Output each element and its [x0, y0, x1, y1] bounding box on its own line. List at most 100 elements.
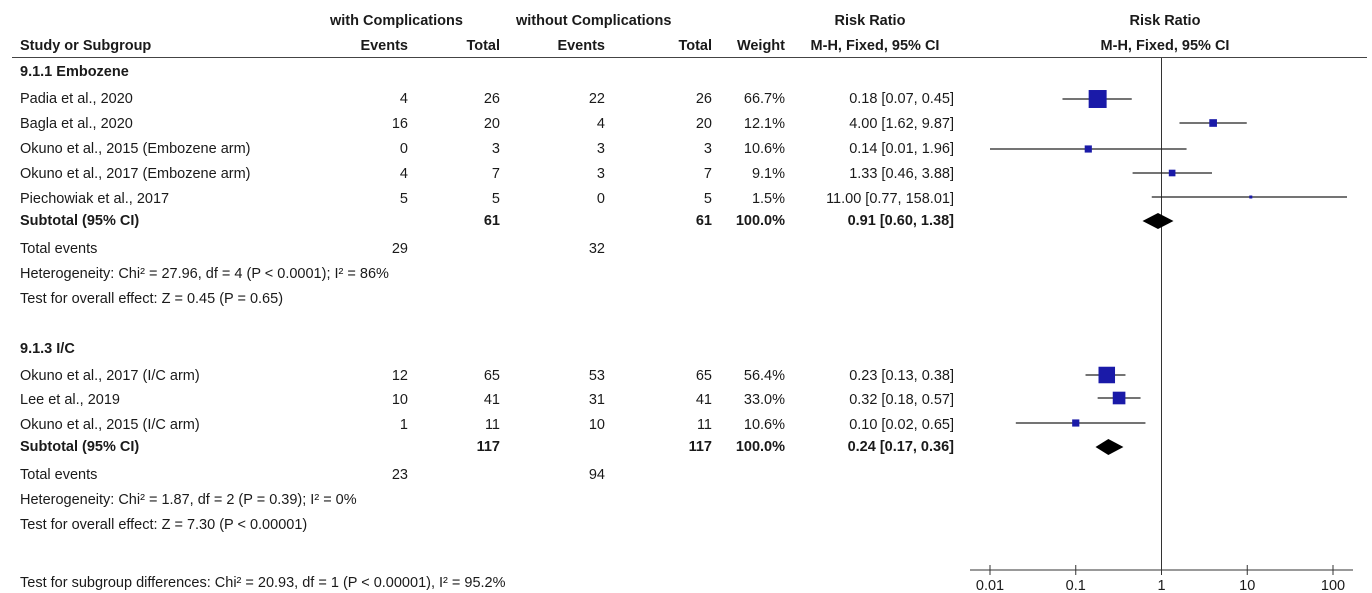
header-risk-ratio-plot: Risk Ratio [1129, 13, 1201, 29]
risk-ratio-ci: 0.14 [0.01, 1.96] [849, 141, 954, 157]
study-name: Okuno et al., 2015 (I/C arm) [20, 417, 200, 433]
risk-ratio-ci: 0.18 [0.07, 0.45] [849, 91, 954, 107]
total-events-a: 29 [391, 241, 408, 257]
study-name: Piechowiak et al., 2017 [20, 191, 170, 207]
header-method-plot: M-H, Fixed, 95% CI [1100, 38, 1230, 54]
total-b: 20 [695, 116, 712, 132]
study-name: Padia et al., 2020 [20, 91, 133, 107]
events-a: 12 [391, 368, 408, 384]
total-b: 26 [695, 91, 712, 107]
events-a: 1 [399, 417, 408, 433]
subtotal-diamond [1095, 439, 1124, 455]
total-events-label: Total events [20, 241, 98, 257]
total-a: 5 [491, 191, 500, 207]
risk-ratio-ci: 0.23 [0.13, 0.38] [849, 368, 954, 384]
total-b: 41 [695, 392, 712, 408]
header-weight: Weight [736, 38, 785, 54]
total-a: 3 [491, 141, 500, 157]
weight: 33.0% [743, 392, 785, 408]
events-a: 5 [399, 191, 408, 207]
total-b: 3 [703, 141, 712, 157]
events-a: 4 [399, 166, 408, 182]
subtotal-diamond [1142, 213, 1174, 229]
weight: 12.1% [743, 116, 785, 132]
events-b: 22 [588, 91, 605, 107]
risk-ratio-ci: 11.00 [0.77, 158.01] [826, 191, 954, 207]
study-name: Okuno et al., 2015 (Embozene arm) [20, 141, 251, 157]
total-events-label: Total events [20, 467, 98, 483]
effect-marker [1084, 145, 1092, 153]
events-b: 0 [596, 191, 605, 207]
subtotal-ci: 0.24 [0.17, 0.36] [847, 439, 954, 455]
subgroup-differences-text: Test for subgroup differences: Chi² = 20… [20, 575, 506, 591]
events-b: 53 [588, 368, 605, 384]
x-tick-label: 0.1 [1066, 578, 1086, 593]
subtotal-weight: 100.0% [735, 439, 785, 455]
study-name: Lee et al., 2019 [20, 392, 120, 408]
study-name: Bagla et al., 2020 [20, 116, 133, 132]
overall-effect-text: Test for overall effect: Z = 7.30 (P < 0… [20, 517, 308, 533]
events-b: 31 [588, 392, 605, 408]
events-b: 3 [596, 141, 605, 157]
x-tick-label: 1 [1157, 578, 1165, 593]
events-b: 3 [596, 166, 605, 182]
subtotal-total-b: 61 [695, 213, 712, 229]
study-name: Okuno et al., 2017 (I/C arm) [20, 368, 200, 384]
subtotal-label: Subtotal (95% CI) [20, 439, 140, 455]
total-a: 11 [484, 417, 500, 433]
total-b: 65 [695, 368, 712, 384]
weight: 66.7% [743, 91, 785, 107]
subgroup-title: 9.1.1 Embozene [20, 64, 129, 80]
header-group-with-complications: with Complications [330, 13, 463, 29]
subtotal-ci: 0.91 [0.60, 1.38] [847, 213, 954, 229]
events-a: 4 [399, 91, 408, 107]
events-a: 10 [391, 392, 408, 408]
header-rule [12, 57, 1367, 58]
effect-marker [1168, 169, 1176, 177]
x-tick-label: 0.01 [976, 578, 1004, 593]
total-a: 65 [483, 368, 500, 384]
total-events-b: 32 [588, 241, 605, 257]
total-events-a: 23 [391, 467, 408, 483]
total-a: 41 [483, 392, 500, 408]
header-events-a: Events [360, 38, 408, 54]
subtotal-total-b: 117 [688, 439, 712, 455]
weight: 10.6% [743, 417, 785, 433]
risk-ratio-ci: 0.32 [0.18, 0.57] [849, 392, 954, 408]
header-total-b: Total [678, 38, 712, 54]
total-b: 11 [696, 417, 712, 433]
header-events-b: Events [557, 38, 605, 54]
effect-marker [1209, 119, 1217, 127]
total-a: 20 [483, 116, 500, 132]
effect-marker [1072, 419, 1080, 427]
heterogeneity-text: Heterogeneity: Chi² = 1.87, df = 2 (P = … [20, 492, 357, 508]
events-b: 10 [588, 417, 605, 433]
header-study-or-subgroup: Study or Subgroup [20, 38, 152, 54]
weight: 56.4% [743, 368, 785, 384]
weight: 10.6% [743, 141, 785, 157]
effect-marker [1098, 366, 1116, 384]
heterogeneity-text: Heterogeneity: Chi² = 27.96, df = 4 (P <… [20, 266, 389, 282]
weight: 9.1% [751, 166, 785, 182]
total-a: 7 [491, 166, 500, 182]
subtotal-label: Subtotal (95% CI) [20, 213, 140, 229]
overall-effect-text: Test for overall effect: Z = 0.45 (P = 0… [20, 291, 284, 307]
subtotal-total-a: 117 [476, 439, 500, 455]
risk-ratio-ci: 0.10 [0.02, 0.65] [849, 417, 954, 433]
total-a: 26 [483, 91, 500, 107]
events-a: 16 [391, 116, 408, 132]
header-method-column: M-H, Fixed, 95% CI [810, 38, 940, 54]
effect-marker [1249, 195, 1253, 199]
effect-marker [1112, 391, 1126, 405]
x-tick-label: 10 [1239, 578, 1255, 593]
x-tick-label: 100 [1321, 578, 1345, 593]
weight: 1.5% [751, 191, 785, 207]
study-name: Okuno et al., 2017 (Embozene arm) [20, 166, 251, 182]
effect-marker [1088, 90, 1107, 108]
total-b: 7 [703, 166, 712, 182]
subtotal-total-a: 61 [483, 213, 500, 229]
events-a: 0 [399, 141, 408, 157]
subgroup-title: 9.1.3 I/C [20, 341, 75, 357]
subtotal-weight: 100.0% [735, 213, 785, 229]
